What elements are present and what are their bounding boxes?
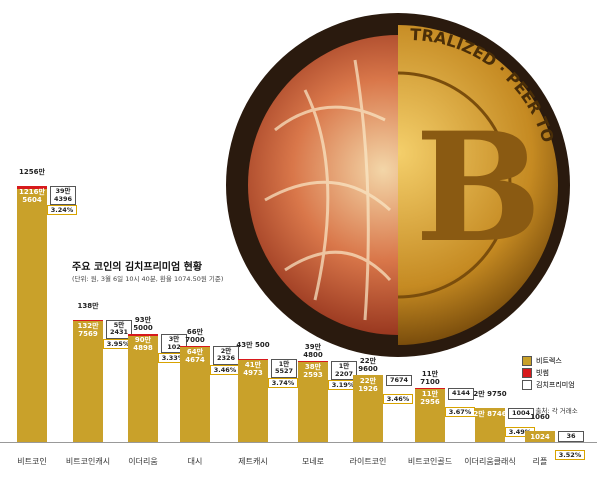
premium-label: 4144 xyxy=(448,388,474,400)
bithumb-label: 66만 7000 xyxy=(185,327,205,344)
x-tick-label: 비트코인 xyxy=(17,457,47,466)
premium-label: 2만 2326 xyxy=(213,345,239,365)
premium-percent: 3.74% xyxy=(268,377,298,388)
x-tick-label: 리플 xyxy=(532,457,548,466)
legend-swatch xyxy=(522,356,532,366)
baseline xyxy=(0,442,597,443)
premium-label: 5만 2431 xyxy=(106,319,132,339)
bittrex-label: 2만 8746 xyxy=(473,409,507,418)
bittrex-label: 90만 4898 xyxy=(133,336,153,353)
bar-bittrex xyxy=(17,189,47,442)
x-tick-label: 이더리움 xyxy=(128,457,158,466)
bittrex-label: 1024 xyxy=(530,432,550,441)
premium-label: 36 xyxy=(558,430,584,443)
x-tick-label: 라이트코인 xyxy=(349,457,387,466)
premium-label: 39만 4396 xyxy=(50,186,76,206)
x-tick-label: 비트코인골드 xyxy=(407,457,453,466)
bithumb-label: 2만 9750 xyxy=(473,389,507,398)
bittrex-label: 22만 1926 xyxy=(358,376,378,393)
legend-label: 김치프리미엄 xyxy=(536,381,575,389)
bar-bittrex xyxy=(238,359,268,442)
legend-item: 김치프리미엄 xyxy=(522,379,597,391)
bar-bittrex xyxy=(73,321,103,442)
bar-bittrex xyxy=(475,408,505,442)
bar-bittrex xyxy=(525,430,555,442)
bithumb-label: 39만 4800 xyxy=(303,343,323,360)
x-tick-label: 비트코인캐시 xyxy=(65,457,111,466)
bithumb-label: 1060 xyxy=(530,412,550,421)
bithumb-label: 138만 xyxy=(77,301,99,310)
bithumb-label: 1256만 xyxy=(19,168,45,177)
premium-percent: 3.46% xyxy=(383,393,413,404)
premium-label: 1004 xyxy=(508,407,534,420)
premium-percent: 3.67% xyxy=(445,407,475,418)
bithumb-label: 22만 9600 xyxy=(358,356,378,373)
bithumb-label: 93만 5000 xyxy=(133,316,153,333)
source: ※ 출처: 각 거래소 xyxy=(528,407,578,415)
bithumb-label: 43만 500 xyxy=(236,340,270,349)
legend-label: 빗썸 xyxy=(536,369,549,377)
bittrex-label: 64만 4674 xyxy=(185,347,205,364)
bittrex-label: 1216만 5604 xyxy=(19,188,45,205)
bar-bittrex xyxy=(415,388,445,442)
bittrex-label: 132만 7569 xyxy=(77,321,99,338)
premium-percent: 3.52% xyxy=(555,449,585,460)
bittrex-label: 41만 4973 xyxy=(243,360,263,377)
x-tick-label: 이더리움클래식 xyxy=(464,457,516,466)
x-tick-label: 제트캐시 xyxy=(238,457,268,466)
bithumb-label: 11만 7100 xyxy=(420,370,440,387)
legend-item: 비트렉스 xyxy=(522,355,597,367)
bittrex-label: 11만 2956 xyxy=(420,390,440,407)
bar-bittrex xyxy=(180,346,210,442)
bar-bittrex xyxy=(298,362,328,442)
legend-swatch xyxy=(522,380,532,390)
x-tick-label: 대시 xyxy=(187,457,203,466)
premium-label: 1만 5527 xyxy=(271,358,297,378)
bar-bittrex xyxy=(353,375,383,442)
premium-percent: 3.24% xyxy=(47,205,77,216)
x-tick-label: 모네로 xyxy=(301,457,325,466)
chart-title: 주요 코인의 김치프리미엄 현황 xyxy=(72,262,203,273)
legend-label: 비트렉스 xyxy=(536,357,562,365)
premium-label: 1만 2207 xyxy=(331,361,357,381)
bittrex-label: 38만 2593 xyxy=(303,363,323,380)
legend-swatch xyxy=(522,368,532,378)
bitcoin-symbol: B xyxy=(415,100,542,276)
bar-bittrex xyxy=(128,335,158,442)
legend-item: 빗썸 xyxy=(522,367,597,379)
chart-subtitle: (단위: 원, 3월 6일 10시 40분, 환율 1074.50원 기준) xyxy=(72,275,224,283)
premium-label: 7674 xyxy=(386,374,412,387)
coin-photo: B TRALIZED · PEER TO PEER xyxy=(215,0,570,357)
